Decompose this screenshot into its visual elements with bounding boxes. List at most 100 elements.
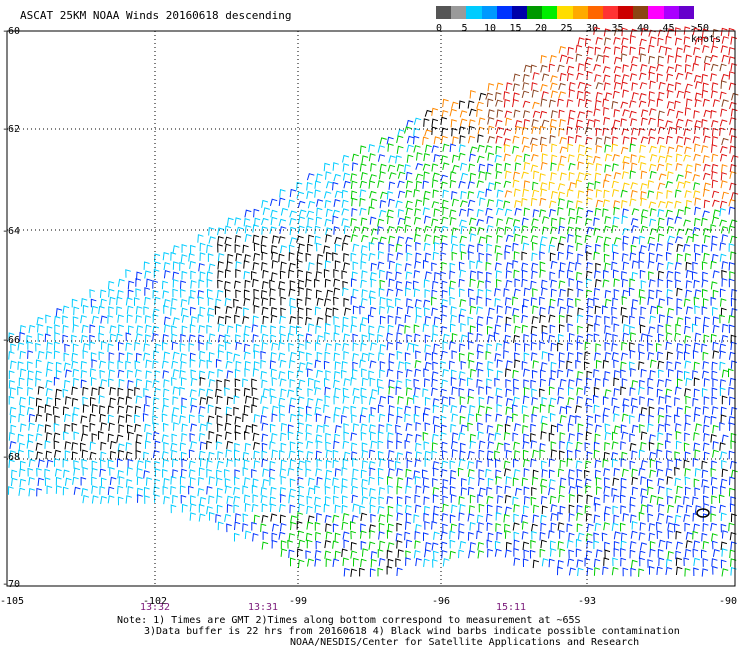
wind-barb bbox=[37, 323, 44, 333]
wind-barb bbox=[603, 107, 610, 116]
wind-barb bbox=[550, 288, 557, 298]
wind-barb bbox=[325, 342, 332, 352]
wind-barb bbox=[324, 395, 331, 404]
wind-barb bbox=[478, 386, 485, 395]
wind-barb bbox=[206, 485, 213, 495]
wind-barb bbox=[352, 387, 360, 396]
wind-barb bbox=[711, 486, 718, 495]
wind-barb bbox=[719, 288, 726, 298]
wind-barb bbox=[450, 523, 457, 533]
wind-barb bbox=[224, 431, 232, 440]
wind-barb bbox=[404, 440, 411, 449]
wind-barb bbox=[170, 476, 177, 485]
wind-barb bbox=[575, 405, 582, 414]
wind-barb bbox=[278, 280, 286, 289]
wind-barb bbox=[189, 512, 196, 521]
wind-barb bbox=[550, 279, 557, 288]
wind-barb bbox=[532, 514, 539, 523]
wind-barb bbox=[125, 269, 131, 278]
wind-barb bbox=[703, 199, 711, 209]
wind-barb bbox=[577, 253, 584, 263]
wind-barb bbox=[198, 324, 205, 334]
wind-barb bbox=[117, 360, 124, 370]
wind-barb bbox=[712, 199, 720, 207]
wind-barb bbox=[233, 280, 241, 289]
wind-barb bbox=[611, 567, 619, 576]
wind-barb bbox=[431, 351, 438, 361]
wind-barb bbox=[397, 395, 404, 405]
color-scale-label: 10 bbox=[483, 23, 497, 34]
wind-barb bbox=[711, 533, 718, 542]
wind-barb bbox=[19, 331, 26, 341]
wind-barb bbox=[629, 332, 637, 341]
wind-barb bbox=[449, 360, 455, 370]
wind-barb bbox=[711, 179, 718, 189]
wind-barb bbox=[350, 234, 358, 243]
wind-barb bbox=[298, 406, 304, 416]
wind-barb bbox=[469, 90, 476, 99]
wind-barb bbox=[388, 468, 395, 477]
wind-barb bbox=[424, 109, 433, 117]
wind-barb bbox=[434, 271, 441, 281]
wind-barb bbox=[523, 180, 531, 189]
wind-barb bbox=[728, 198, 736, 207]
wind-barb bbox=[567, 244, 574, 254]
wind-barb bbox=[54, 324, 60, 333]
wind-barb bbox=[513, 441, 520, 450]
wind-barb bbox=[620, 81, 628, 90]
wind-barb bbox=[8, 332, 15, 342]
wind-barb bbox=[594, 377, 601, 387]
wind-barb bbox=[584, 146, 593, 155]
wind-barb bbox=[710, 476, 718, 486]
wind-barb bbox=[712, 289, 719, 299]
wind-barb bbox=[548, 386, 555, 396]
wind-barb bbox=[280, 307, 286, 317]
wind-barb bbox=[522, 541, 530, 550]
wind-barb bbox=[631, 468, 638, 477]
wind-barb bbox=[386, 288, 394, 297]
wind-barb bbox=[100, 422, 107, 431]
wind-barb bbox=[332, 307, 339, 317]
wind-barb bbox=[64, 441, 72, 450]
wind-barb bbox=[415, 524, 422, 533]
wind-barb bbox=[477, 126, 485, 135]
wind-barb bbox=[332, 215, 339, 225]
wind-barb bbox=[224, 280, 231, 290]
wind-barb bbox=[731, 288, 738, 298]
wind-barb bbox=[351, 477, 358, 486]
wind-barb bbox=[711, 558, 718, 567]
wind-barb bbox=[152, 397, 160, 406]
wind-barb bbox=[531, 369, 538, 379]
wind-barb bbox=[613, 541, 620, 550]
wind-barb bbox=[630, 136, 637, 146]
wind-barb bbox=[604, 216, 612, 224]
wind-barb bbox=[593, 251, 600, 260]
wind-barb bbox=[306, 307, 312, 317]
wind-barb bbox=[710, 90, 718, 99]
wind-barb bbox=[226, 370, 234, 379]
wind-barb bbox=[694, 305, 700, 314]
wind-barb bbox=[142, 413, 149, 422]
wind-barb bbox=[530, 64, 537, 73]
wind-barb bbox=[701, 279, 709, 288]
wind-barb bbox=[378, 487, 386, 496]
wind-barb bbox=[496, 403, 503, 413]
wind-barb bbox=[216, 415, 223, 424]
wind-barb bbox=[360, 512, 368, 521]
wind-barb bbox=[71, 422, 78, 432]
wind-barb bbox=[207, 297, 214, 306]
wind-barb bbox=[8, 486, 14, 495]
wind-barb bbox=[722, 323, 729, 333]
wind-barb bbox=[675, 118, 684, 126]
wind-barb bbox=[719, 127, 726, 136]
wind-barb bbox=[476, 315, 484, 325]
wind-barb bbox=[595, 315, 602, 324]
wind-barb bbox=[541, 153, 548, 162]
wind-barb bbox=[135, 441, 142, 450]
wind-barb bbox=[459, 396, 466, 405]
wind-barb bbox=[648, 128, 656, 137]
wind-barb bbox=[495, 162, 502, 172]
wind-barb bbox=[280, 442, 287, 452]
wind-barb bbox=[602, 359, 609, 369]
wind-barb bbox=[728, 278, 735, 288]
